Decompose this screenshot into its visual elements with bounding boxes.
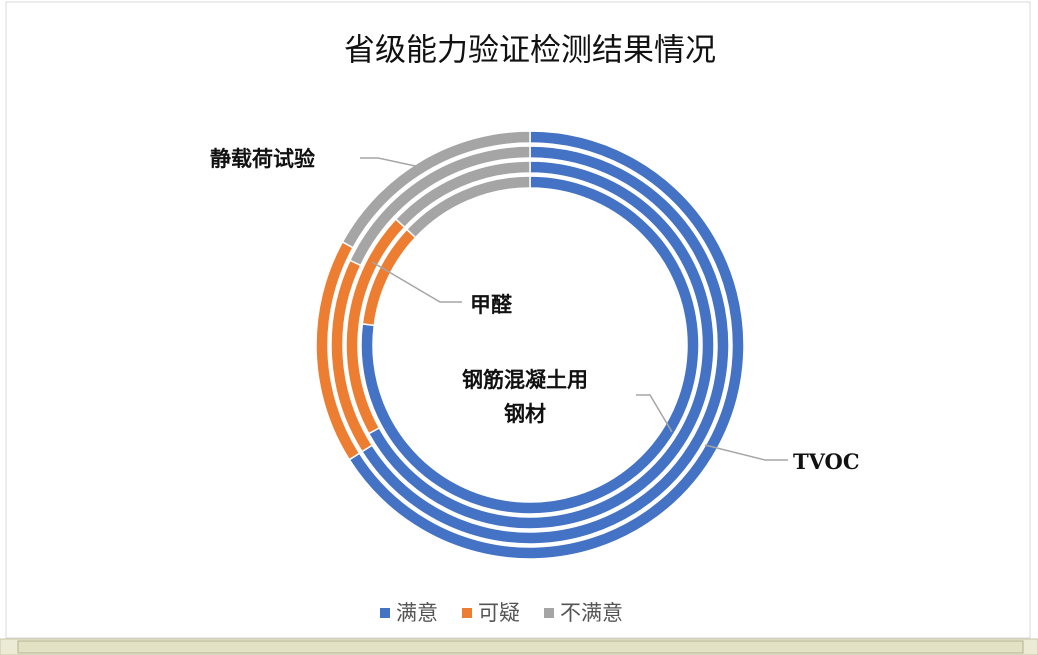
leader-line (636, 394, 673, 433)
legend-swatch (544, 608, 554, 618)
rings (315, 130, 745, 560)
segment (341, 130, 531, 249)
legend-swatch (462, 608, 472, 618)
chart-title: 省级能力验证检测结果情况 (344, 33, 716, 69)
leader-line (371, 261, 462, 303)
segment (405, 175, 531, 239)
legend-label: 可疑 (478, 601, 520, 625)
ring-label: 静载荷试验 (210, 146, 315, 171)
ring-label: 甲醛 (470, 292, 512, 317)
legend-label: 满意 (396, 601, 438, 625)
leader-lines (360, 157, 788, 461)
segment (394, 160, 531, 229)
leader-line (360, 157, 421, 168)
segment (348, 145, 531, 267)
legend-label: 不满意 (560, 601, 623, 625)
legend: 满意 可疑 不满意 (380, 601, 623, 625)
legend-swatch (380, 608, 390, 618)
ring-label: TVOC (793, 449, 860, 474)
scrollbar-thumb[interactable] (17, 640, 1024, 654)
leader-line (704, 444, 788, 461)
ring-label: 钢筋混凝土用钢材 (462, 367, 588, 426)
